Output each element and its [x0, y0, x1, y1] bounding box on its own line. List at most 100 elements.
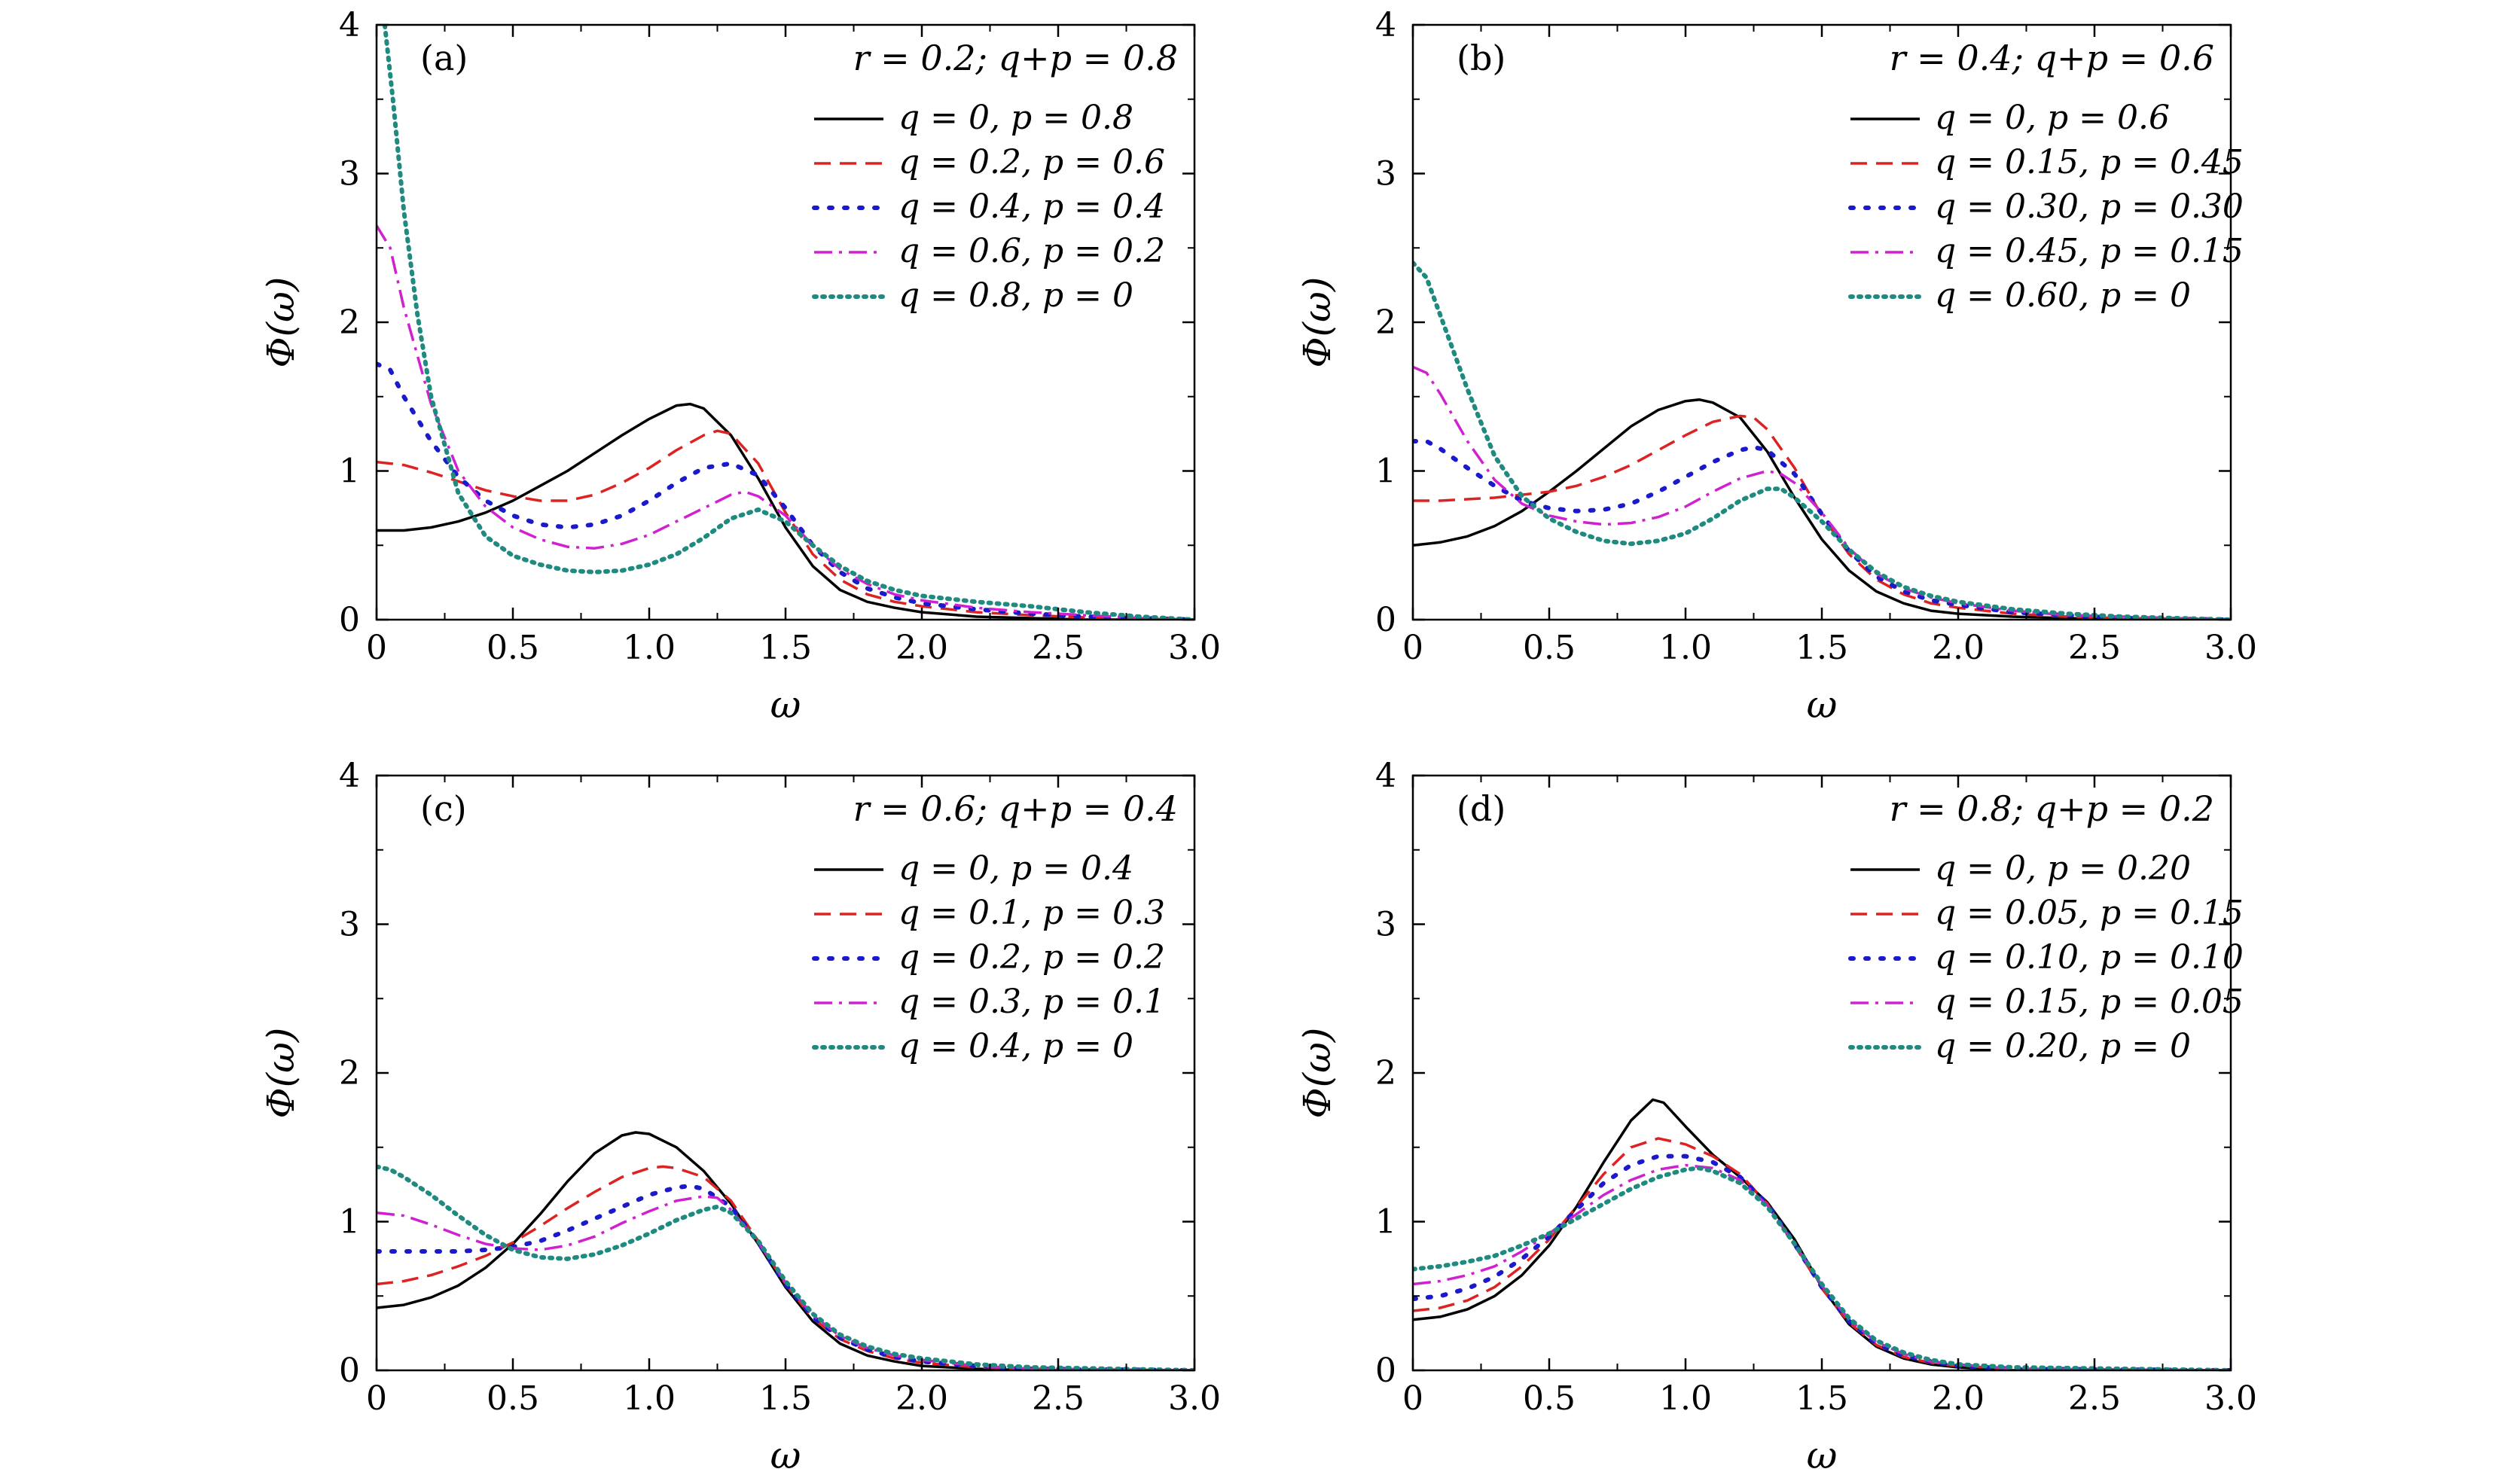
legend-label-5: q = 0.20, p = 0: [1935, 1027, 2191, 1065]
panel-tag: (c): [420, 788, 467, 829]
x-tick-label: 1.5: [759, 629, 812, 667]
legend: q = 0, p = 0.20 q = 0.05, p = 0.15 q = 0.1…: [1848, 849, 2244, 1065]
x-tick-label: 2.5: [1032, 629, 1085, 667]
series-line-3: [1413, 439, 2231, 620]
x-tick-label: 0.5: [1523, 629, 1576, 667]
y-axis-title: Φ(ω): [259, 1028, 303, 1119]
legend-label-3: q = 0.2, p = 0.2: [898, 938, 1165, 977]
series-line-1: [1413, 398, 2231, 620]
series-group: [1413, 1098, 2231, 1370]
y-axis-title: Φ(ω): [259, 277, 303, 368]
legend-label-2: q = 0.15, p = 0.45: [1935, 143, 2244, 181]
legend: q = 0, p = 0.4 q = 0.1, p = 0.3 q = 0.2, p…: [812, 849, 1165, 1065]
panel-parameters: r = 0.6; q+p = 0.4: [853, 788, 1178, 829]
y-tick-label: 2: [339, 1054, 360, 1093]
y-tick-label: 0: [339, 1352, 360, 1390]
legend-label-5: q = 0.4, p = 0: [898, 1027, 1133, 1065]
series-line-2: [377, 1165, 1194, 1370]
series-line-3: [377, 1184, 1194, 1370]
series-line-2: [1413, 414, 2231, 620]
y-tick-label: 3: [1375, 155, 1396, 194]
y-tick-label: 0: [339, 601, 360, 639]
y-tick-label: 3: [1375, 906, 1396, 944]
legend-label-4: q = 0.3, p = 0.1: [898, 983, 1165, 1021]
panel-b: 0 0.5 1.0 1.5 2.0 2.5 3.0 0 1 2 3 4 ω Φ(ω) (b) r = 0.4;…: [1295, 6, 2257, 727]
y-tick-label: 1: [339, 1203, 360, 1242]
legend-label-4: q = 0.45, p = 0.15: [1935, 232, 2244, 270]
legend-label-4: q = 0.6, p = 0.2: [898, 232, 1165, 270]
panel-d: 0 0.5 1.0 1.5 2.0 2.5 3.0 0 1 2 3 4 ω Φ(ω) (d) r = 0.8;…: [1295, 757, 2257, 1475]
x-tick-label: 3.0: [1168, 629, 1221, 667]
x-tick-label: 0.5: [487, 629, 539, 667]
panel-parameters: r = 0.8; q+p = 0.2: [1890, 788, 2214, 829]
x-tick-label: 0.5: [1523, 1379, 1576, 1418]
y-tick-label: 4: [339, 757, 360, 795]
series-line-3: [1413, 1153, 2231, 1370]
series-line-2: [1413, 1137, 2231, 1370]
x-tick-label: 2.0: [895, 629, 948, 667]
legend-label-2: q = 0.05, p = 0.15: [1935, 894, 2244, 932]
series-line-1: [1413, 1098, 2231, 1370]
x-tick-label: 1.5: [1795, 629, 1848, 667]
x-tick-label: 0: [366, 1379, 387, 1418]
series-line-5: [382, 25, 1194, 620]
series-line-4: [1413, 365, 2231, 620]
legend-label-1: q = 0, p = 0.4: [898, 849, 1133, 888]
x-tick-label: 1.0: [1659, 1379, 1712, 1418]
legend: q = 0, p = 0.8 q = 0.2, p = 0.6 q = 0.4, p…: [812, 99, 1165, 315]
series-line-4: [377, 224, 1194, 620]
series-line-5: [1413, 1166, 2231, 1370]
y-tick-label: 2: [1375, 1054, 1396, 1093]
legend-label-4: q = 0.15, p = 0.05: [1935, 983, 2244, 1021]
panel-c: 0 0.5 1.0 1.5 2.0 2.5 3.0 0 1 2 3 4 ω Φ(ω) (c) r = 0.6;…: [259, 757, 1221, 1475]
y-axis-title: Φ(ω): [1295, 1028, 1339, 1119]
y-tick-label: 2: [339, 303, 360, 342]
x-tick-label: 1.0: [623, 629, 676, 667]
panel-parameters: r = 0.2; q+p = 0.8: [853, 38, 1178, 78]
y-tick-label: 1: [1375, 1203, 1396, 1242]
panel-a: 0 0.5 1.0 1.5 2.0 2.5 3.0 0 1 2 3 4 ω Φ(ω) (a) r = 0.2;…: [259, 6, 1221, 727]
legend-label-1: q = 0, p = 0.6: [1935, 99, 2170, 137]
x-tick-label: 3.0: [2204, 1379, 2257, 1418]
series-line-1: [377, 1131, 1194, 1370]
x-tick-label: 2.0: [895, 1379, 948, 1418]
y-tick-label: 4: [339, 6, 360, 44]
series-group: [1413, 261, 2231, 620]
y-tick-label: 1: [1375, 453, 1396, 491]
y-tick-label: 3: [339, 906, 360, 944]
y-axis-title: Φ(ω): [1295, 277, 1339, 368]
series-line-5: [377, 1164, 1194, 1370]
x-tick-label: 1.0: [623, 1379, 676, 1418]
legend-label-1: q = 0, p = 0.8: [898, 99, 1133, 137]
legend-label-1: q = 0, p = 0.20: [1935, 849, 2191, 888]
series-line-5: [1413, 261, 2231, 620]
panel-tag: (a): [420, 38, 468, 78]
x-axis-title: ω: [1807, 683, 1838, 727]
x-axis-title: ω: [1807, 1434, 1838, 1475]
x-tick-label: 3.0: [2204, 629, 2257, 667]
y-tick-label: 4: [1375, 6, 1396, 44]
series-line-2: [377, 429, 1194, 620]
series-line-4: [1413, 1163, 2231, 1370]
panel-parameters: r = 0.4; q+p = 0.6: [1890, 38, 2214, 78]
series-line-1: [377, 402, 1194, 620]
x-tick-label: 0: [1402, 629, 1423, 667]
y-tick-label: 2: [1375, 303, 1396, 342]
y-tick-label: 0: [1375, 601, 1396, 639]
x-tick-label: 0: [1402, 1379, 1423, 1418]
x-tick-label: 2.5: [2068, 629, 2121, 667]
y-tick-label: 1: [339, 453, 360, 491]
legend-label-3: q = 0.4, p = 0.4: [898, 187, 1165, 226]
series-line-3: [377, 361, 1194, 620]
x-tick-label: 2.0: [1932, 629, 1985, 667]
x-tick-label: 1.5: [1795, 1379, 1848, 1418]
legend: q = 0, p = 0.6 q = 0.15, p = 0.45 q = 0.30…: [1848, 99, 2244, 315]
legend-label-3: q = 0.10, p = 0.10: [1935, 938, 2244, 977]
y-tick-label: 0: [1375, 1352, 1396, 1390]
legend-label-3: q = 0.30, p = 0.30: [1935, 187, 2244, 226]
legend-label-5: q = 0.60, p = 0: [1935, 276, 2191, 315]
panel-tag: (d): [1457, 788, 1506, 829]
x-tick-label: 1.0: [1659, 629, 1712, 667]
x-tick-label: 0: [366, 629, 387, 667]
